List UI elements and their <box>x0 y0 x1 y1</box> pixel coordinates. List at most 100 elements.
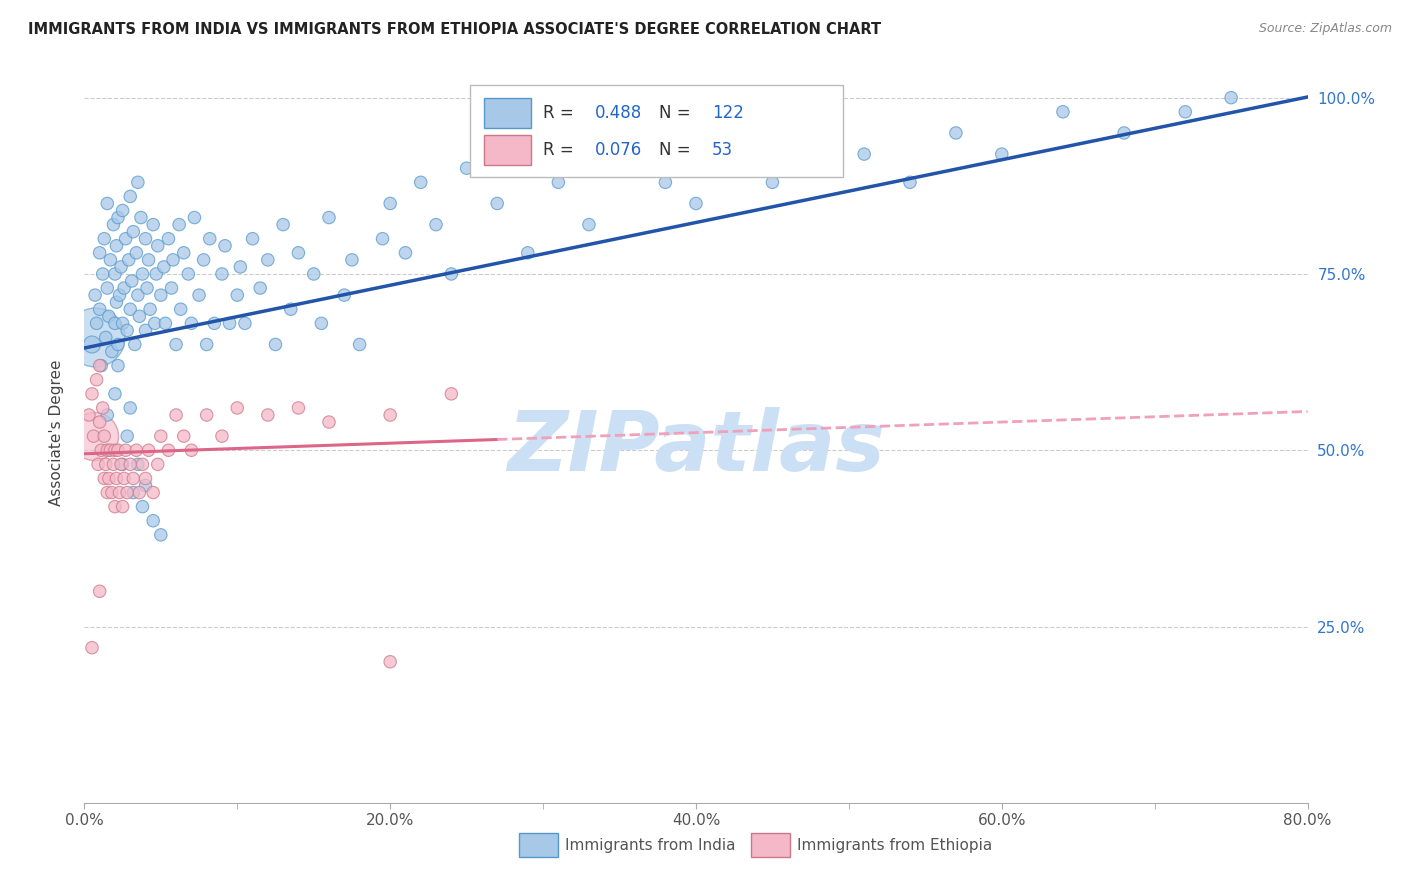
Point <box>96 485 118 500</box>
Point <box>104 500 127 514</box>
Point <box>89 245 111 260</box>
Point <box>94 458 117 472</box>
Point <box>101 485 124 500</box>
Point <box>89 584 111 599</box>
Point <box>807 126 830 140</box>
Point <box>177 267 200 281</box>
Point <box>124 337 146 351</box>
Point <box>80 640 103 655</box>
Point <box>157 443 180 458</box>
Point <box>131 458 153 472</box>
Text: R =: R = <box>543 141 579 159</box>
Point <box>149 288 172 302</box>
Point <box>654 175 676 189</box>
Point <box>991 147 1014 161</box>
Point <box>112 471 135 485</box>
Point <box>128 485 150 500</box>
Point <box>121 274 143 288</box>
Point <box>1220 91 1243 105</box>
Point <box>218 316 240 330</box>
Point <box>340 252 363 267</box>
Text: 0.488: 0.488 <box>595 103 641 122</box>
Point <box>153 260 176 274</box>
Point <box>425 218 447 232</box>
Point <box>135 323 157 337</box>
Point <box>110 260 132 274</box>
Point <box>716 161 738 176</box>
Point <box>114 443 136 458</box>
Point <box>96 408 118 422</box>
Point <box>195 408 218 422</box>
Point <box>195 337 218 351</box>
Point <box>103 218 125 232</box>
Point <box>94 330 117 344</box>
Point <box>89 302 111 317</box>
Bar <box>484 98 531 128</box>
Point <box>84 288 107 302</box>
Point <box>91 267 114 281</box>
Bar <box>484 135 531 165</box>
Point <box>107 443 129 458</box>
Point <box>135 471 157 485</box>
Point <box>107 359 129 373</box>
Point <box>86 373 108 387</box>
Text: 122: 122 <box>711 103 744 122</box>
Point <box>173 429 195 443</box>
Point <box>898 175 921 189</box>
Point <box>380 655 402 669</box>
Point <box>80 387 103 401</box>
Point <box>318 415 340 429</box>
Point <box>188 288 211 302</box>
Point <box>945 126 967 140</box>
Point <box>547 175 569 189</box>
Point <box>226 401 249 415</box>
Point <box>257 252 280 267</box>
Point <box>77 408 100 422</box>
Point <box>226 288 249 302</box>
Point <box>114 232 136 246</box>
Point <box>111 316 134 330</box>
Point <box>138 443 160 458</box>
Point <box>162 252 184 267</box>
Point <box>120 302 142 317</box>
Point <box>97 310 120 324</box>
Point <box>86 316 108 330</box>
Point <box>202 316 225 330</box>
Point <box>120 401 142 415</box>
Point <box>122 471 145 485</box>
Point <box>198 232 221 246</box>
Point <box>311 316 333 330</box>
Point <box>122 485 145 500</box>
Point <box>118 252 141 267</box>
Point <box>440 267 463 281</box>
Point <box>183 211 205 225</box>
Point <box>214 239 236 253</box>
Point <box>142 218 165 232</box>
Text: Immigrants from Ethiopia: Immigrants from Ethiopia <box>797 838 993 853</box>
Point <box>333 288 356 302</box>
Point <box>136 281 159 295</box>
Point <box>105 471 128 485</box>
Point <box>142 485 165 500</box>
Point <box>104 267 127 281</box>
Point <box>104 316 127 330</box>
Point <box>127 175 149 189</box>
Point <box>1114 126 1136 140</box>
Point <box>122 225 145 239</box>
Text: N =: N = <box>659 141 696 159</box>
Point <box>103 458 125 472</box>
Point <box>180 316 202 330</box>
Point <box>380 408 402 422</box>
Point <box>110 458 132 472</box>
Point <box>83 429 105 443</box>
Point <box>97 471 120 485</box>
Point <box>394 245 416 260</box>
Point <box>211 267 233 281</box>
Point <box>96 443 118 458</box>
Point <box>98 252 121 267</box>
Point <box>149 528 172 542</box>
Point <box>233 316 256 330</box>
Point <box>145 267 167 281</box>
Point <box>170 302 193 317</box>
Bar <box>519 833 558 857</box>
